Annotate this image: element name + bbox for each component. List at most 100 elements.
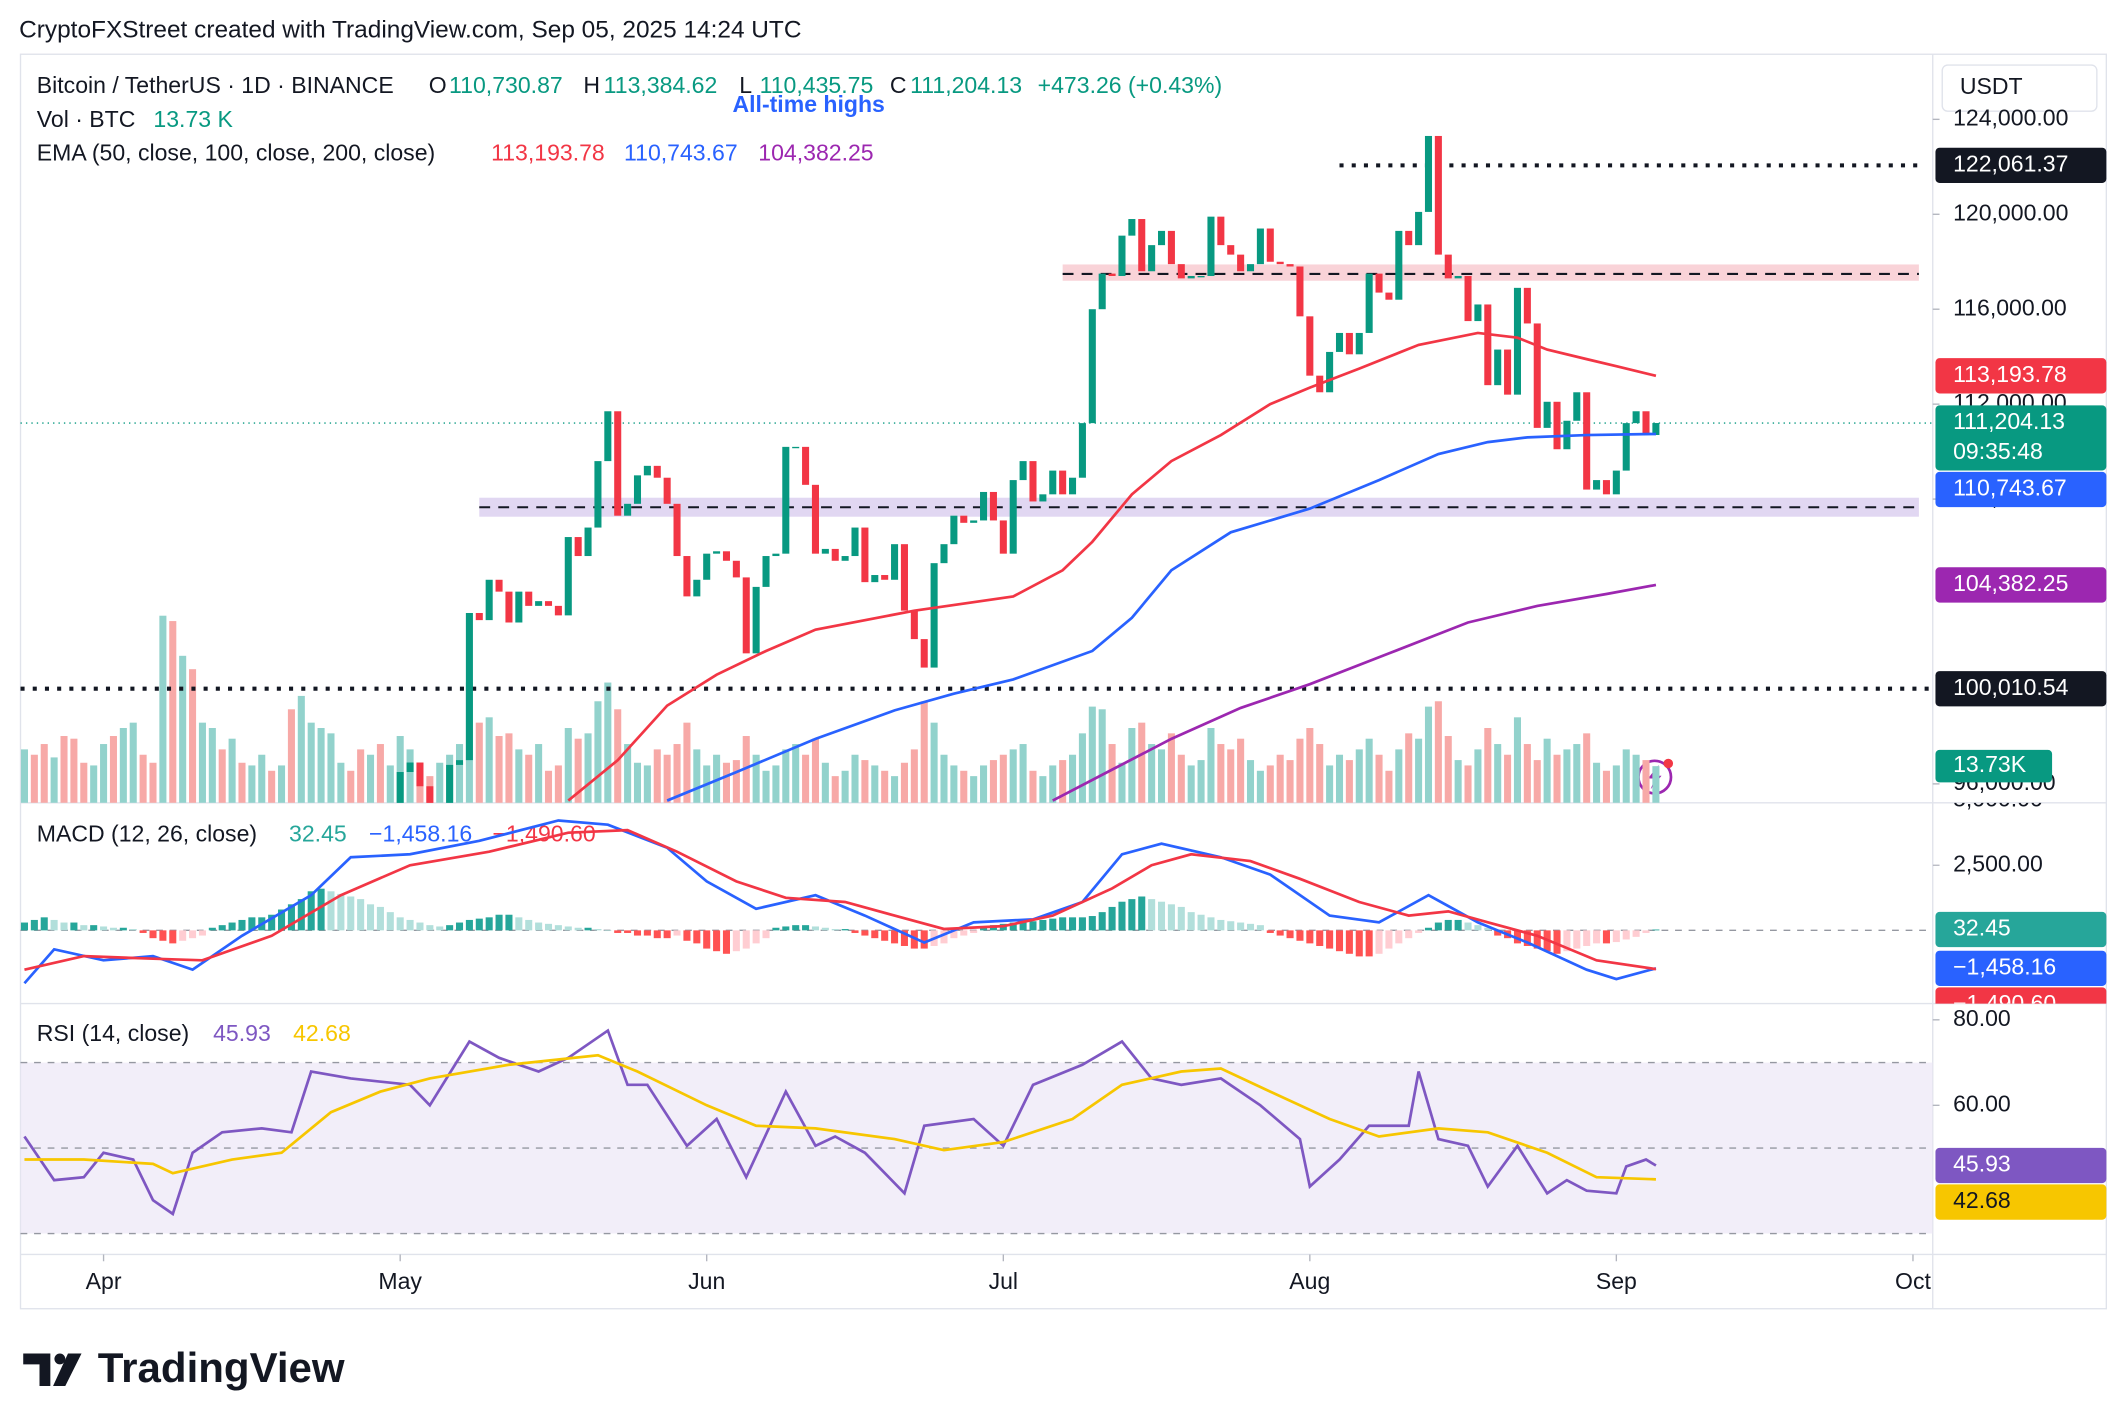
volume-bar bbox=[386, 765, 394, 803]
candle bbox=[1157, 230, 1166, 246]
x-tick-label: Jul bbox=[989, 1268, 1018, 1294]
volume-bar bbox=[376, 744, 384, 803]
volume-bar bbox=[1098, 709, 1106, 803]
histogram-bar bbox=[1326, 930, 1334, 949]
histogram-bar bbox=[455, 922, 464, 931]
histogram-bar bbox=[1593, 930, 1601, 944]
histogram-bar bbox=[1622, 930, 1630, 940]
histogram-bar bbox=[20, 922, 28, 931]
volume-bar bbox=[1474, 749, 1482, 803]
candle bbox=[1246, 264, 1255, 272]
rsi-band bbox=[20, 1062, 1933, 1234]
candle bbox=[1029, 461, 1037, 502]
y-tick-label: 80.00 bbox=[1953, 1005, 2011, 1031]
candle bbox=[1326, 351, 1334, 393]
candle bbox=[653, 465, 661, 478]
volume-bar bbox=[564, 728, 572, 803]
candle bbox=[673, 503, 681, 557]
candle bbox=[722, 551, 731, 561]
volume-bar bbox=[821, 762, 829, 803]
candle bbox=[1424, 135, 1433, 212]
candle bbox=[1335, 332, 1344, 352]
candle bbox=[475, 612, 483, 621]
volume-bar bbox=[693, 749, 701, 803]
candle bbox=[1306, 316, 1314, 376]
volume-title: Vol · BTC bbox=[37, 106, 136, 132]
histogram-bar bbox=[1345, 930, 1353, 954]
ema-value: 104,382.25 bbox=[758, 140, 873, 166]
ohlc-key: C bbox=[890, 72, 907, 98]
histogram-bar bbox=[1583, 930, 1591, 946]
price-label-box bbox=[1935, 950, 2107, 986]
volume-bar bbox=[1286, 760, 1294, 803]
rsi-labels: 45.93 42.68 bbox=[1935, 1147, 2107, 1220]
price-label: 113,193.78 bbox=[1953, 361, 2067, 387]
candle bbox=[841, 556, 849, 561]
volume-bar bbox=[683, 722, 691, 803]
candle bbox=[891, 544, 899, 580]
volume-bar bbox=[663, 754, 671, 803]
currency[interactable]: USDT bbox=[1960, 73, 2023, 99]
candle bbox=[1197, 275, 1205, 278]
price-label: 100,010.54 bbox=[1953, 674, 2069, 700]
volume-bar bbox=[1365, 738, 1373, 803]
volume-bar bbox=[258, 754, 266, 803]
volume-bar bbox=[1355, 749, 1363, 803]
candle bbox=[1632, 411, 1640, 424]
price-label: 111,204.13 bbox=[1953, 408, 2065, 434]
zone bbox=[479, 497, 1919, 517]
currency-button[interactable] bbox=[1941, 64, 2098, 112]
candle bbox=[920, 639, 928, 668]
ema-title: EMA (50, close, 100, close, 200, close) bbox=[37, 140, 435, 166]
candle bbox=[1019, 461, 1027, 481]
volume-bar bbox=[189, 669, 197, 803]
histogram-bar bbox=[535, 922, 543, 931]
volume-bar bbox=[347, 770, 355, 803]
histogram-bar bbox=[90, 925, 98, 931]
ema-line bbox=[567, 331, 1657, 802]
candle bbox=[1434, 135, 1442, 255]
candle bbox=[950, 515, 958, 545]
x-tick-label: Oct bbox=[1895, 1268, 1931, 1294]
histogram-bar bbox=[653, 930, 661, 939]
histogram-bar bbox=[347, 896, 355, 931]
volume-bar bbox=[1246, 760, 1255, 803]
volume-bar bbox=[1415, 738, 1423, 803]
histogram-bar bbox=[1049, 918, 1057, 931]
ohlc-key: O bbox=[429, 72, 447, 98]
candle bbox=[811, 484, 819, 554]
volume-bar bbox=[1049, 765, 1057, 803]
candle bbox=[1513, 287, 1521, 395]
histogram-bar bbox=[238, 919, 246, 931]
histogram-bar bbox=[1029, 921, 1037, 931]
histogram-bar bbox=[50, 919, 58, 931]
histogram-bar bbox=[1415, 930, 1423, 933]
volume-bar bbox=[1523, 744, 1531, 803]
price-label-box bbox=[1935, 987, 2107, 1004]
histogram-bar bbox=[1276, 930, 1284, 936]
histogram-bar bbox=[544, 923, 553, 931]
histogram-bar bbox=[1474, 925, 1482, 931]
candle bbox=[1187, 275, 1195, 279]
candle bbox=[455, 760, 464, 765]
histogram-bar bbox=[525, 919, 533, 931]
histogram-bar bbox=[960, 930, 968, 936]
volume-bar bbox=[238, 762, 246, 803]
price-label: 104,382.25 bbox=[1953, 570, 2068, 596]
macd-line bbox=[23, 819, 1657, 985]
volume-bar bbox=[80, 762, 88, 803]
candle bbox=[633, 475, 642, 504]
volume-bar bbox=[1573, 744, 1581, 803]
candle bbox=[465, 612, 473, 761]
candle bbox=[989, 491, 997, 521]
candle bbox=[1039, 494, 1047, 502]
histogram-bar bbox=[60, 922, 68, 931]
histogram-bar bbox=[268, 914, 276, 931]
histogram-bar bbox=[149, 930, 157, 939]
histogram-bar bbox=[327, 891, 335, 931]
histogram-bar bbox=[683, 930, 691, 941]
volume-bar bbox=[1375, 754, 1383, 803]
volume-bar bbox=[1118, 762, 1126, 803]
histogram-bar bbox=[1227, 921, 1235, 931]
